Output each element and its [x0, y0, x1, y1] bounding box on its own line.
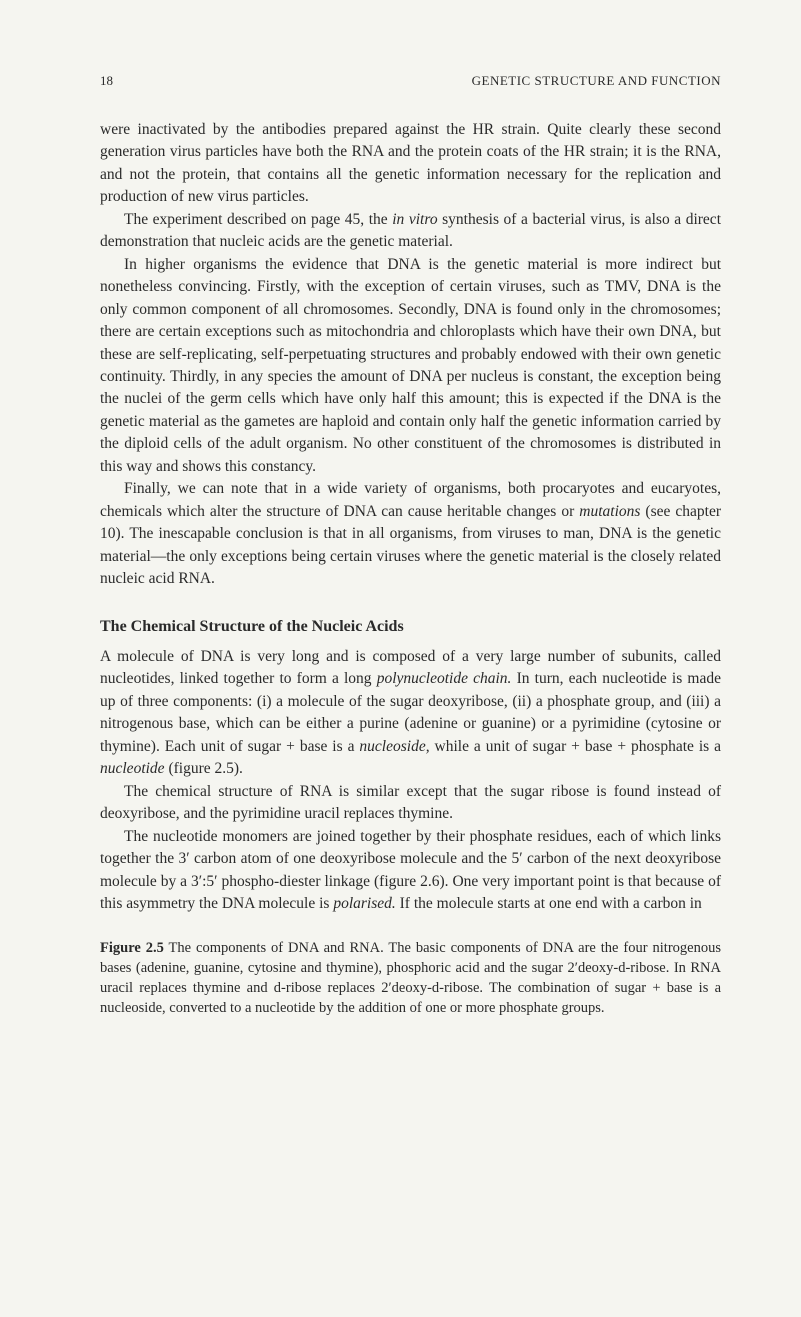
section-body: A molecule of DNA is very long and is co… [100, 646, 721, 916]
body-text: were inactivated by the antibodies prepa… [100, 119, 721, 591]
section-heading: The Chemical Structure of the Nucleic Ac… [100, 615, 721, 638]
italic-term: in vitro [392, 211, 437, 228]
page-number: 18 [100, 72, 113, 91]
italic-term: nucleotide [100, 760, 165, 777]
figure-label: Figure 2.5 [100, 940, 164, 956]
paragraph-4: Finally, we can note that in a wide vari… [100, 478, 721, 590]
paragraph-7: The nucleotide monomers are joined toget… [100, 826, 721, 916]
figure-caption: Figure 2.5 The components of DNA and RNA… [100, 938, 721, 1019]
italic-term: polynucleotide chain. [377, 670, 512, 687]
paragraph-2: The experiment described on page 45, the… [100, 209, 721, 254]
paragraph-1: were inactivated by the antibodies prepa… [100, 119, 721, 209]
italic-term: mutations [579, 503, 640, 520]
italic-term: polarised. [333, 895, 395, 912]
running-head: GENETIC STRUCTURE AND FUNCTION [472, 72, 721, 91]
page-header: 18 GENETIC STRUCTURE AND FUNCTION [100, 72, 721, 91]
italic-term: nucleoside, [359, 738, 429, 755]
paragraph-5: A molecule of DNA is very long and is co… [100, 646, 721, 781]
paragraph-3: In higher organisms the evidence that DN… [100, 254, 721, 479]
paragraph-6: The chemical structure of RNA is similar… [100, 781, 721, 826]
